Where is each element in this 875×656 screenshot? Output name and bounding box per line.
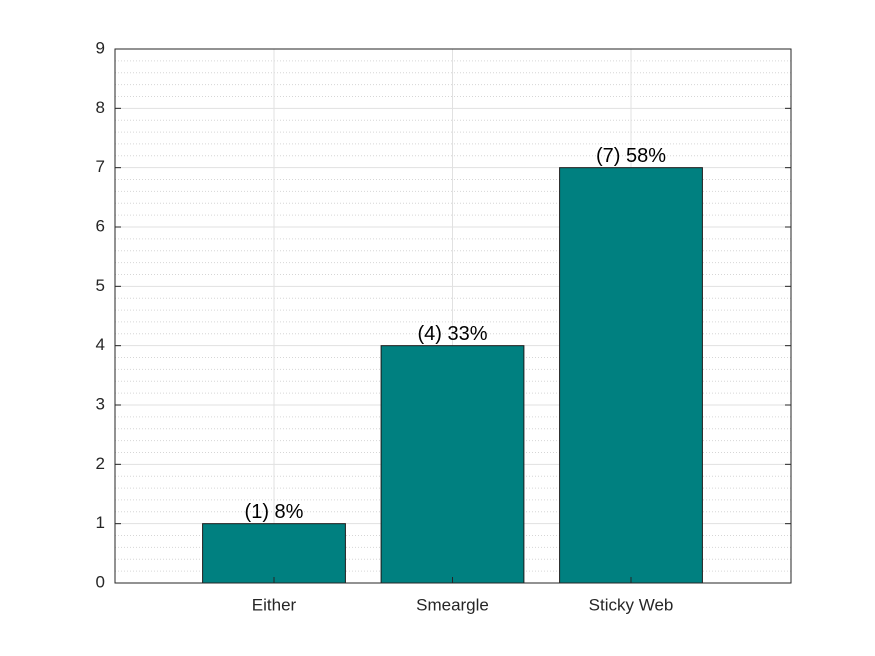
y-tick-label: 5 bbox=[96, 276, 105, 295]
bar bbox=[380, 345, 525, 584]
bar bbox=[559, 167, 703, 584]
y-tick-label: 7 bbox=[96, 157, 105, 176]
value-label: (1) 8% bbox=[245, 501, 304, 523]
y-tick-label: 6 bbox=[96, 216, 105, 235]
plot-frame bbox=[114, 48, 792, 584]
bar bbox=[202, 523, 346, 584]
y-tick-label: 4 bbox=[96, 335, 105, 354]
y-tick-label: 0 bbox=[96, 572, 105, 591]
x-tick-label: Smeargle bbox=[416, 595, 489, 614]
y-tick-label: 2 bbox=[96, 454, 105, 473]
x-tick-label: Sticky Web bbox=[589, 595, 674, 614]
x-tick-label: Either bbox=[252, 595, 297, 614]
value-label: (4) 33% bbox=[417, 323, 487, 345]
y-tick-label: 3 bbox=[96, 394, 105, 413]
y-tick-label: 9 bbox=[96, 38, 105, 57]
y-tick-label: 1 bbox=[96, 513, 105, 532]
value-label: (7) 58% bbox=[596, 145, 666, 167]
y-tick-label: 8 bbox=[96, 98, 105, 117]
